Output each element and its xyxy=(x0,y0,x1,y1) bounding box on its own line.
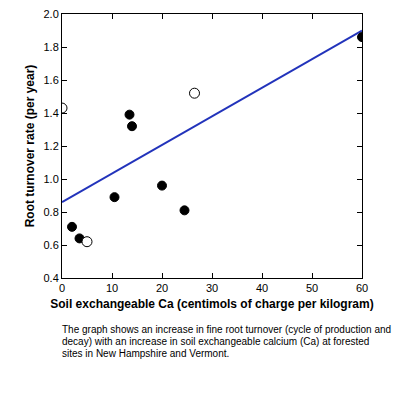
svg-text:60: 60 xyxy=(356,282,368,294)
svg-text:50: 50 xyxy=(306,282,318,294)
svg-text:Soil exchangeable Ca (centimol: Soil exchangeable Ca (centimols of charg… xyxy=(50,297,373,311)
svg-text:1.4: 1.4 xyxy=(44,107,59,119)
svg-text:30: 30 xyxy=(206,282,218,294)
svg-text:0.4: 0.4 xyxy=(44,272,59,284)
svg-text:2.0: 2.0 xyxy=(44,8,59,20)
html-text:The graph shows an increase in: The graph shows an increase in fine root… xyxy=(62,324,392,359)
svg-text:0: 0 xyxy=(59,282,65,294)
svg-text:1.8: 1.8 xyxy=(44,41,59,53)
svg-text:0.6: 0.6 xyxy=(44,239,59,251)
svg-text:20: 20 xyxy=(156,282,168,294)
svg-text:Root turnover rate (per year): Root turnover rate (per year) xyxy=(23,65,37,228)
svg-text:1.6: 1.6 xyxy=(44,74,59,86)
svg-text:40: 40 xyxy=(256,282,268,294)
svg-text:1.0: 1.0 xyxy=(44,173,59,185)
svg-text:0.8: 0.8 xyxy=(44,206,59,218)
svg-text:10: 10 xyxy=(106,282,118,294)
svg-text:1.2: 1.2 xyxy=(44,140,59,152)
